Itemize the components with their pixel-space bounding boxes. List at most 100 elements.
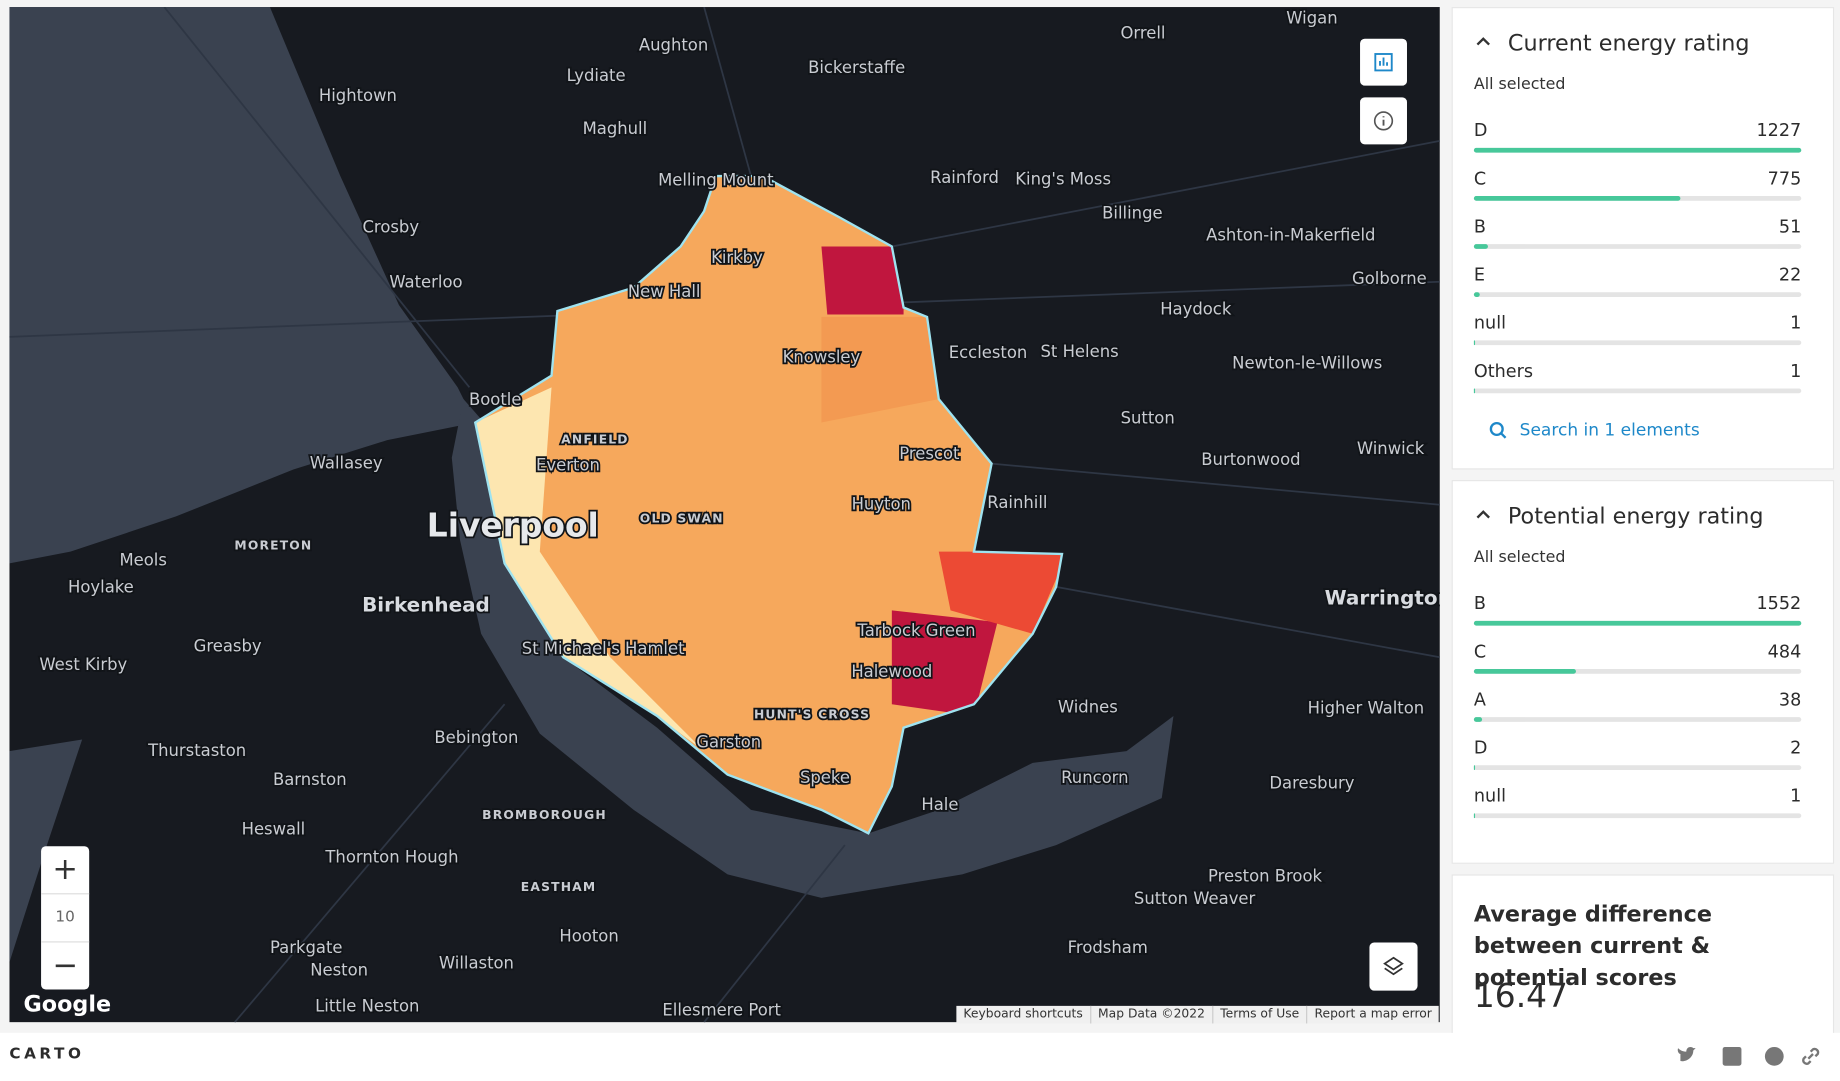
bar-track [1473,813,1802,819]
widgets-button[interactable] [1360,38,1407,86]
map[interactable]: Wigan Orrell Aughton Bickerstaffe Lydiate Hig… [9,7,1440,1023]
zoom-in[interactable]: + [41,846,90,895]
map-label: King's Moss [1015,169,1111,188]
category-label: E [1473,264,1486,286]
category-label: B [1473,215,1486,238]
info-button[interactable] [1360,97,1407,145]
map-label: Warrington [1325,585,1440,609]
widget-status: All selected [1473,75,1566,94]
layers-button[interactable] [1369,942,1418,991]
map-label: Orrell [1120,24,1165,43]
map-label: Maghull [583,119,648,138]
map-label: Rainford [930,168,999,187]
map-label: Halewood [851,662,932,681]
bar [1473,717,1482,722]
formula-value: 16.47 [1473,976,1568,1016]
collapse-toggle[interactable] [1474,505,1493,524]
map-label: Bickerstaffe [808,58,905,77]
category-row[interactable]: B 1552 [1473,592,1802,633]
map-label: Newton-le-Willows [1232,354,1382,373]
map-label: Burtonwood [1201,450,1300,469]
category-label: C [1473,640,1487,662]
map-label: Daresbury [1269,774,1354,793]
category-row[interactable]: A 38 [1473,688,1802,729]
bar-track [1473,669,1802,674]
map-label: Widnes [1058,697,1118,716]
collapse-toggle[interactable] [1474,32,1493,51]
category-row[interactable]: C 775 [1473,167,1802,208]
info-icon [1373,111,1394,131]
facebook-icon[interactable] [1764,1046,1784,1066]
attribution-link[interactable]: Map Data ©2022 [1089,1005,1212,1024]
bar-track [1473,765,1802,770]
map-label: Golborne [1352,269,1427,288]
category-label: B [1473,592,1486,614]
map-label: Parkgate [270,938,343,957]
map-label: St Helens [1041,342,1119,361]
map-label: Hoylake [68,578,134,597]
widget-card: Current energy rating All selected D 1227 C 7… [1451,7,1835,470]
map-label: EASTHAM [521,880,597,894]
river [451,399,1174,898]
attribution-link[interactable]: Terms of Use [1212,1005,1306,1024]
attribution: Keyboard shortcuts Map Data ©2022 Terms of… [956,1005,1439,1024]
map-label: Haydock [1160,300,1232,319]
category-row[interactable]: C 484 [1473,640,1802,681]
map-label: Barnston [273,770,347,789]
zoom-out[interactable]: − [52,948,78,984]
map-label: Higher Walton [1308,699,1425,718]
map-label: Frodsham [1068,938,1148,957]
category-label: C [1473,167,1487,189]
category-row[interactable]: Others 1 [1473,360,1802,400]
category-value: 1 [1790,785,1802,807]
brand: CARTO [9,1045,85,1064]
attribution-link[interactable]: Keyboard shortcuts [963,1007,1083,1022]
map-label: Sutton [1121,409,1175,428]
map-label: Crosby [362,217,419,236]
category-label: D [1473,737,1488,759]
twitter-icon[interactable] [1677,1046,1696,1062]
category-value: 1 [1790,360,1802,382]
zoom-control: + 10 − [41,846,90,990]
map-label: Aughton [639,35,708,54]
category-label: A [1473,688,1486,711]
map-label: Sutton Weaver [1134,889,1256,908]
category-row[interactable]: E 22 [1473,264,1802,304]
bar-track [1473,340,1802,346]
google-logo: Google [23,991,112,1018]
map-label: Ellesmere Port [662,1000,781,1019]
map-label: Heswall [242,820,306,839]
social-icons [1677,1046,1820,1066]
map-label: Billinge [1102,203,1162,222]
map-label: HUNT'S CROSS [754,707,870,721]
category-row[interactable]: null 1 [1473,785,1802,825]
category-row[interactable]: D 1227 [1473,120,1802,160]
map-label: Little Neston [315,997,419,1016]
bar-track [1473,388,1802,394]
attribution-link[interactable]: Report a map error [1306,1005,1439,1024]
map-label: Prescot [899,444,960,463]
bar-track [1473,292,1802,297]
chevron-icon [1476,37,1490,46]
category-value: 51 [1778,215,1802,238]
map-label: Winwick [1357,439,1425,458]
map-label: Bootle [469,390,521,409]
map-label: Melling Mount [658,170,774,189]
search-link[interactable]: Search in 1 elements [1488,420,1700,441]
map-label: St Michael's Hamlet [522,639,685,658]
map-label: Kirkby [711,248,763,267]
widget-title: Potential energy rating [1507,503,1764,530]
map-label: Wallasey [310,453,383,472]
map-label: Runcorn [1061,768,1128,787]
category-row[interactable]: null 1 [1473,312,1802,352]
map-label: Liverpool [427,505,599,544]
category-value: 484 [1767,640,1802,662]
link-icon[interactable] [1802,1047,1820,1065]
map-label: Birkenhead [362,593,490,617]
linkedin-icon[interactable] [1722,1046,1742,1066]
bar [1473,244,1488,249]
map-label: Hightown [319,86,397,105]
category-row[interactable]: B 51 [1473,215,1802,256]
